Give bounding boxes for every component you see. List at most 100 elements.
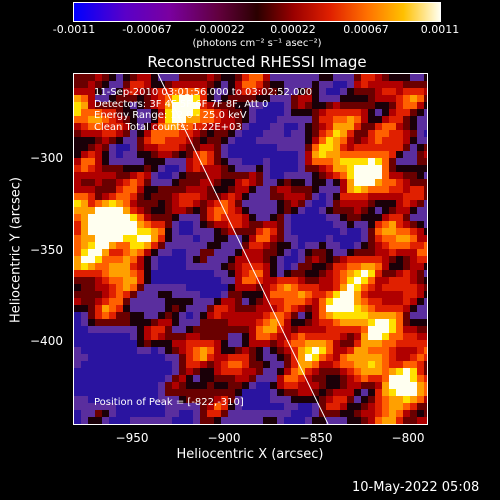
heatmap-cell [424,368,427,375]
heatmap-cell [249,151,256,158]
heatmap-cell [144,368,151,375]
heatmap-cell [298,291,305,298]
heatmap-cell [186,179,193,186]
heatmap-cell [354,417,361,424]
heatmap-cell [172,102,179,109]
heatmap-cell [88,403,95,410]
heatmap-cell [326,403,333,410]
heatmap-cell [95,368,102,375]
heatmap-cell [235,270,242,277]
heatmap-cell [221,298,228,305]
heatmap-cell [256,277,263,284]
heatmap-cell [382,368,389,375]
heatmap-cell [291,95,298,102]
heatmap-cell [228,298,235,305]
heatmap-cell [340,375,347,382]
heatmap-cell [158,123,165,130]
heatmap-cell [263,249,270,256]
heatmap-cell [242,109,249,116]
heatmap-cell [410,228,417,235]
heatmap-cell [228,172,235,179]
heatmap-cell [81,410,88,417]
heatmap-cell [305,186,312,193]
heatmap-cell [214,95,221,102]
heatmap-cell [312,417,319,424]
heatmap-cell [172,165,179,172]
heatmap-cell [179,361,186,368]
heatmap-cell [95,242,102,249]
heatmap-cell [207,207,214,214]
heatmap-cell [249,375,256,382]
heatmap-cell [354,200,361,207]
heatmap-cell [123,417,130,424]
heatmap-cell [340,109,347,116]
heatmap-cell [200,249,207,256]
heatmap-cell [305,151,312,158]
heatmap-cell [375,368,382,375]
heatmap-cell [256,410,263,417]
heatmap-cell [291,123,298,130]
heatmap-cell [270,256,277,263]
heatmap-cell [207,312,214,319]
heatmap-cell [158,200,165,207]
heatmap-cell [389,284,396,291]
heatmap-cell [214,221,221,228]
heatmap-cell [235,312,242,319]
heatmap-cell [109,144,116,151]
heatmap-cell [305,396,312,403]
heatmap-cell [410,361,417,368]
heatmap-cell [410,389,417,396]
heatmap-cell [186,305,193,312]
heatmap-cell [123,382,130,389]
heatmap-cell [403,347,410,354]
heatmap-cell [368,410,375,417]
heatmap-cell [368,151,375,158]
heatmap-cell [382,95,389,102]
heatmap-cell [235,228,242,235]
heatmap-cell [417,74,424,81]
heatmap-cell [354,214,361,221]
heatmap-cell [165,186,172,193]
heatmap-cell [298,186,305,193]
heatmap-cell [221,389,228,396]
heatmap-cell [102,256,109,263]
heatmap-cell [270,382,277,389]
heatmap-cell [361,403,368,410]
heatmap-cell [263,389,270,396]
heatmap-cell [81,312,88,319]
heatmap-cell [193,144,200,151]
heatmap-cell [158,214,165,221]
heatmap-cell [298,319,305,326]
heatmap-cell [74,249,81,256]
heatmap-cell [165,340,172,347]
heatmap-cell [361,221,368,228]
heatmap-cell [284,410,291,417]
colorbar [73,2,441,22]
heatmap-cell [102,298,109,305]
heatmap-cell [382,319,389,326]
heatmap-cell [130,375,137,382]
heatmap-cell [270,165,277,172]
heatmap-cell [312,207,319,214]
heatmap-cell [298,249,305,256]
heatmap-cell [228,410,235,417]
heatmap-cell [200,326,207,333]
heatmap-cell [172,151,179,158]
heatmap-cell [74,319,81,326]
heatmap-cell [403,249,410,256]
heatmap-cell [368,249,375,256]
heatmap-cell [382,109,389,116]
heatmap-cell [305,417,312,424]
heatmap-cell [228,396,235,403]
heatmap-cell [158,137,165,144]
heatmap-cell [186,396,193,403]
heatmap-cell [151,368,158,375]
heatmap-cell [88,130,95,137]
heatmap-cell [270,277,277,284]
heatmap-cell [277,326,284,333]
heatmap-cell [242,88,249,95]
x-tick-label: −850 [299,431,333,445]
heatmap-cell [340,396,347,403]
heatmap-cell [277,284,284,291]
heatmap-cell [235,179,242,186]
